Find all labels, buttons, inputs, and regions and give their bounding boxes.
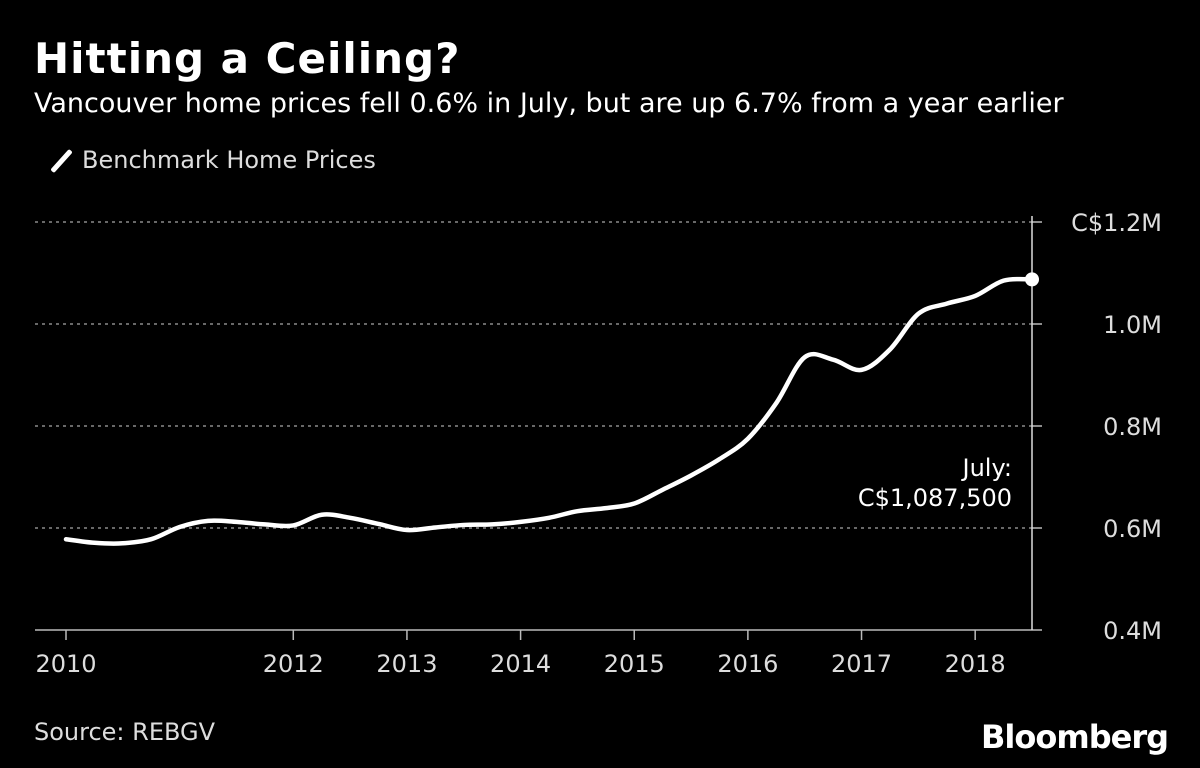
legend: Benchmark Home Prices <box>50 146 376 174</box>
x-tick-label: 2017 <box>831 650 892 678</box>
x-tick-label: 2016 <box>717 650 778 678</box>
series-line-benchmark-home-prices <box>63 276 1035 546</box>
x-tick-label: 2014 <box>490 650 551 678</box>
x-tick-label: 2012 <box>263 650 324 678</box>
annotation-value: C$1,087,500 <box>858 484 1012 512</box>
y-tick-label: 0.4M <box>1103 617 1162 645</box>
x-tick-label: 2018 <box>945 650 1006 678</box>
x-tick-label: 2015 <box>604 650 665 678</box>
annotation-label: July: <box>961 454 1013 482</box>
y-tick-label: C$1.2M <box>1071 209 1162 237</box>
legend-label: Benchmark Home Prices <box>82 146 376 174</box>
y-tick-label: 1.0M <box>1103 311 1162 339</box>
series-end-point <box>1025 272 1039 287</box>
x-tick-label: 2010 <box>35 650 96 678</box>
y-tick-label: 0.8M <box>1103 413 1162 441</box>
chart-title: Hitting a Ceiling? <box>34 34 461 83</box>
source-note: Source: REBGV <box>34 718 216 746</box>
x-tick-label: 2013 <box>376 650 437 678</box>
chart-subtitle: Vancouver home prices fell 0.6% in July,… <box>34 88 1064 119</box>
bloomberg-logo: Bloomberg <box>981 718 1169 756</box>
y-tick-label: 0.6M <box>1103 515 1162 543</box>
